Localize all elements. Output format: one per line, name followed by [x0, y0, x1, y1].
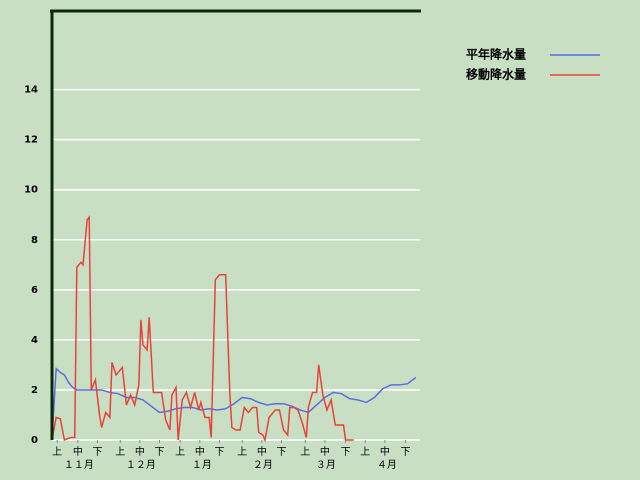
y-tick-label: 6 — [31, 285, 38, 296]
month-label: ３月 — [316, 459, 336, 471]
x-tick-label: 中 — [195, 445, 205, 458]
legend-label: 平年降水量 — [466, 47, 526, 62]
x-tick-label: 中 — [380, 445, 390, 458]
x-tick-label: 下 — [92, 447, 102, 458]
legend-label: 移動降水量 — [466, 67, 526, 82]
y-tick-label: 4 — [31, 335, 38, 346]
month-label: １月 — [192, 459, 212, 471]
x-tick-label: 下 — [341, 447, 351, 458]
y-tick-label: 10 — [24, 185, 38, 196]
x-tick-label: 下 — [155, 447, 165, 458]
series-line — [51, 215, 354, 443]
x-tick-label: 中 — [135, 445, 145, 458]
x-tick-label: 上 — [300, 446, 310, 458]
x-tick-label: 下 — [276, 447, 286, 458]
x-tick-label: 上 — [115, 446, 125, 458]
x-tick-label: 中 — [257, 445, 267, 458]
x-tick-label: 中 — [320, 445, 330, 458]
month-label: １２月 — [126, 459, 156, 471]
x-tick-label: 下 — [401, 447, 411, 458]
x-tick-label: 下 — [214, 447, 224, 458]
x-tick-label: 上 — [175, 446, 185, 458]
x-tick-label: 上 — [237, 446, 247, 458]
y-tick-label: 2 — [31, 385, 38, 396]
y-tick-label: 14 — [24, 85, 38, 96]
month-label: ４月 — [377, 459, 397, 471]
x-tick-label: 上 — [52, 446, 62, 458]
y-tick-label: 8 — [31, 235, 38, 246]
x-tick-label: 上 — [360, 446, 370, 458]
month-label: １１月 — [64, 459, 94, 471]
y-tick-label: 12 — [24, 135, 38, 146]
y-tick-label: 0 — [31, 435, 38, 446]
x-tick-label: 中 — [73, 445, 83, 458]
month-label: ２月 — [253, 459, 273, 471]
